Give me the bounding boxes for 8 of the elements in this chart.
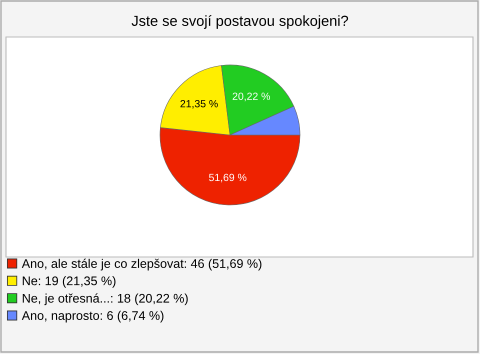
data-label: 51,69 % [209, 174, 246, 182]
data-label: 21,35 % [180, 100, 218, 109]
chart-title: Jste se svojí postavou spokojeni? [132, 15, 348, 29]
legend-label: Ne: 19 (21,35 %) [22, 276, 116, 288]
legend-label: Ano, ale stále je co zlepšovat: 46 (51,69 %) [22, 258, 262, 270]
legend-label: Ano, naprosto: 6 (6,74 %) [22, 310, 164, 322]
legend-label: Ne, je otřesná...: 18 (20,22 %) [22, 293, 188, 306]
data-label: 20,22 % [232, 92, 270, 102]
